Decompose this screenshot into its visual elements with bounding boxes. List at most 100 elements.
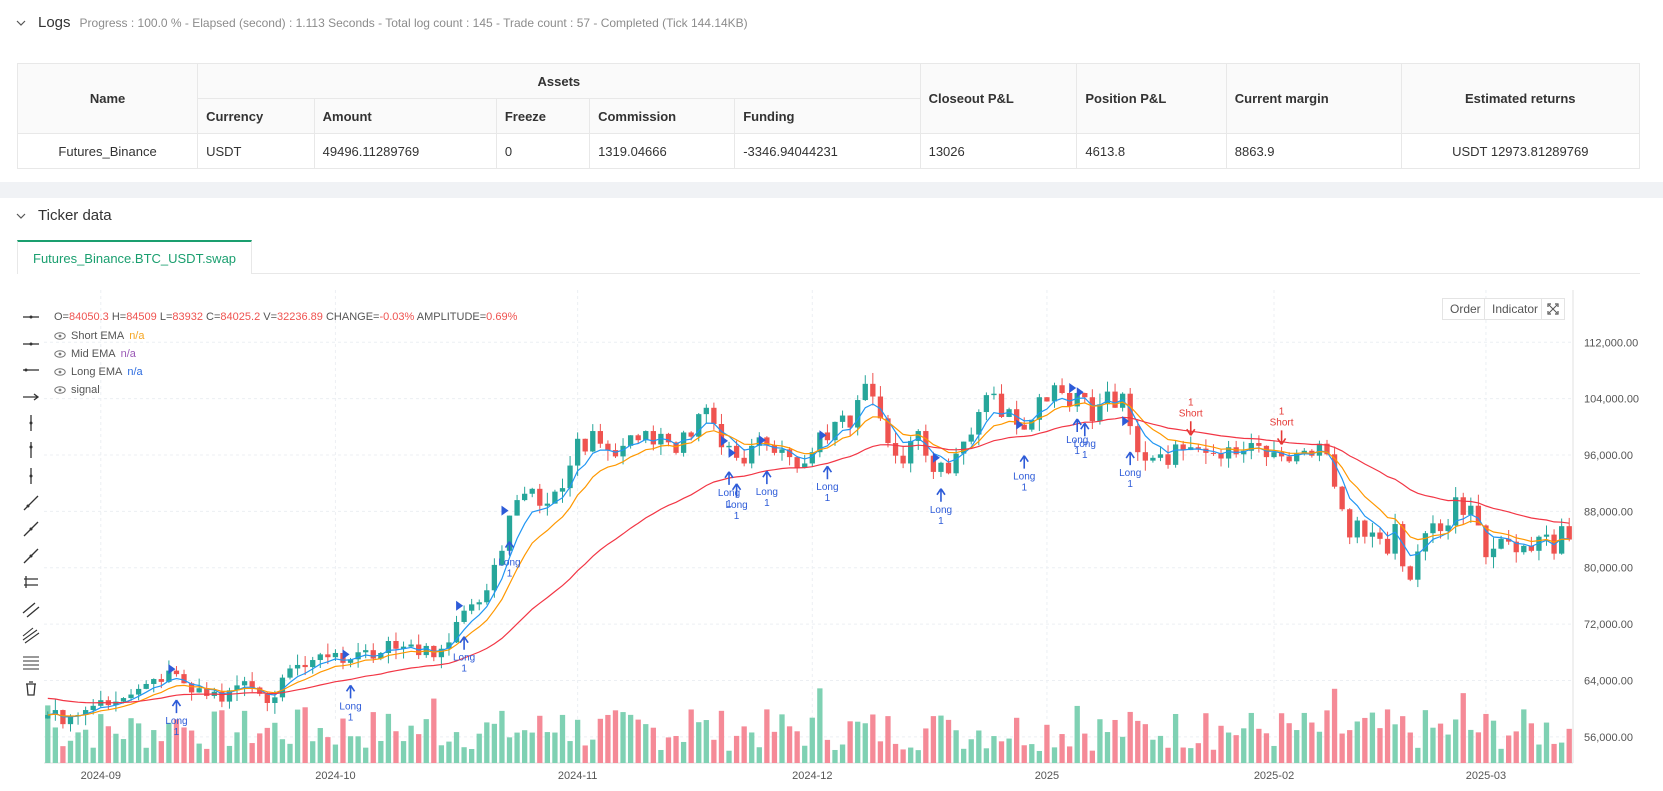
eye-icon[interactable] bbox=[54, 368, 66, 376]
trend-line-icon[interactable] bbox=[20, 492, 42, 514]
chevron-down-icon[interactable] bbox=[16, 18, 26, 28]
indicator-button[interactable]: Indicator bbox=[1484, 298, 1547, 320]
volume-bar bbox=[151, 730, 157, 763]
volume-bar bbox=[279, 739, 286, 763]
volume-bar bbox=[1157, 735, 1164, 763]
volume-bar bbox=[1521, 709, 1527, 763]
volume-bar bbox=[635, 719, 641, 763]
order-button[interactable]: Order bbox=[1442, 298, 1489, 320]
x-tick-label: 2025 bbox=[1035, 770, 1059, 782]
volume-bar bbox=[817, 688, 823, 763]
candle bbox=[1324, 443, 1330, 455]
candle bbox=[1172, 444, 1179, 465]
header-assets: Assets bbox=[197, 63, 921, 99]
ticker-title: Ticker data bbox=[38, 207, 112, 224]
entry-marker-icon bbox=[932, 452, 940, 463]
candle bbox=[998, 393, 1005, 417]
candle bbox=[1362, 520, 1368, 537]
chevron-down-icon[interactable] bbox=[16, 211, 26, 221]
candle bbox=[1422, 533, 1429, 552]
legend-label: signal bbox=[71, 384, 100, 396]
crosshair-icon[interactable] bbox=[20, 306, 42, 328]
signal-label: 1 bbox=[1127, 479, 1133, 490]
candle bbox=[1150, 457, 1156, 461]
volume-bar bbox=[446, 741, 452, 763]
horizontal-line-icon[interactable] bbox=[20, 333, 42, 355]
candle bbox=[711, 407, 717, 424]
candle bbox=[718, 424, 725, 448]
volume-bar bbox=[1203, 713, 1209, 763]
candle bbox=[817, 432, 823, 453]
volume-bar bbox=[1074, 705, 1080, 763]
trash-icon[interactable] bbox=[20, 677, 42, 699]
tab-btc-usdt-swap[interactable]: Futures_Binance.BTC_USDT.swap bbox=[17, 240, 253, 274]
pitchfork-icon[interactable] bbox=[20, 624, 42, 646]
volume-bar bbox=[998, 741, 1005, 763]
volume-bar bbox=[1551, 743, 1557, 763]
volume-bar bbox=[241, 710, 248, 763]
legend-short-ema[interactable]: Short EMA n/a bbox=[54, 327, 144, 345]
ohlc-amp: 0.69% bbox=[486, 311, 518, 323]
candle bbox=[1135, 426, 1141, 453]
eye-icon[interactable] bbox=[54, 332, 66, 340]
candle bbox=[499, 550, 505, 565]
ohlc-amp-label: AMPLITUDE= bbox=[416, 311, 487, 323]
volume-bar bbox=[1294, 730, 1300, 763]
candle bbox=[438, 648, 445, 658]
legend-mid-ema[interactable]: Mid EMA n/a bbox=[54, 345, 144, 363]
candle bbox=[930, 455, 937, 472]
legend-signal[interactable]: signal bbox=[54, 381, 144, 399]
candle bbox=[870, 383, 876, 397]
volume-bar bbox=[779, 714, 785, 763]
logs-header[interactable]: Logs Progress : 100.0 % - Elapsed (secon… bbox=[16, 14, 748, 31]
candle bbox=[166, 670, 172, 682]
long-arrow-icon bbox=[171, 699, 182, 714]
tab-strip: Futures_Binance.BTC_USDT.swap bbox=[17, 240, 1640, 274]
parallel-channel-icon[interactable] bbox=[20, 598, 42, 620]
volume-bar bbox=[1059, 734, 1065, 763]
candle bbox=[143, 683, 149, 689]
vertical-line-icon[interactable] bbox=[20, 412, 42, 434]
candle bbox=[590, 431, 596, 452]
arrow-line-icon[interactable] bbox=[20, 386, 42, 408]
cell-amount: 49496.11289769 bbox=[313, 133, 497, 169]
price-chart[interactable]: 112,000.00 104,000.00 96,000.00 88,000.00 80… bbox=[0, 290, 1663, 791]
candle bbox=[1369, 532, 1376, 537]
candle bbox=[764, 437, 770, 446]
volume-bar bbox=[143, 747, 149, 763]
ticker-header[interactable]: Ticker data bbox=[16, 207, 112, 224]
candle bbox=[1339, 486, 1345, 510]
y-tick-label: 72,000.00 bbox=[1584, 619, 1633, 631]
candle bbox=[1051, 385, 1058, 402]
vertical-segment-icon[interactable] bbox=[20, 439, 42, 461]
volume-bar bbox=[1195, 743, 1201, 763]
cell-name: Futures_Binance bbox=[16, 133, 199, 169]
ray-line-icon[interactable] bbox=[20, 518, 42, 540]
candle bbox=[1528, 545, 1535, 551]
fullscreen-button[interactable] bbox=[1541, 298, 1565, 320]
fullscreen-icon bbox=[1547, 303, 1559, 315]
long-ema-line bbox=[47, 416, 1570, 704]
volume-bar bbox=[317, 728, 323, 763]
volume-bar bbox=[1407, 732, 1413, 763]
volume-bar bbox=[938, 715, 944, 763]
header-currency: Currency bbox=[197, 98, 315, 134]
header-commission: Commission bbox=[589, 98, 736, 134]
volume-bar bbox=[1218, 725, 1224, 763]
eye-icon[interactable] bbox=[54, 350, 66, 358]
volume-bar bbox=[968, 739, 974, 763]
vertical-range-icon[interactable] bbox=[20, 465, 42, 487]
long-arrow-icon bbox=[822, 465, 833, 480]
legend-long-ema[interactable]: Long EMA n/a bbox=[54, 363, 144, 381]
extended-line-icon[interactable] bbox=[20, 545, 42, 567]
volume-bar bbox=[567, 741, 573, 763]
eye-icon[interactable] bbox=[54, 386, 66, 394]
volume-bar bbox=[234, 732, 240, 763]
volume-bar bbox=[1490, 720, 1497, 763]
fib-retracement-icon[interactable] bbox=[20, 651, 42, 673]
volume-bar bbox=[749, 732, 755, 763]
horizontal-ray-icon[interactable] bbox=[20, 359, 42, 381]
candle bbox=[204, 688, 210, 696]
candle bbox=[1074, 393, 1080, 407]
price-range-icon[interactable] bbox=[20, 571, 42, 593]
